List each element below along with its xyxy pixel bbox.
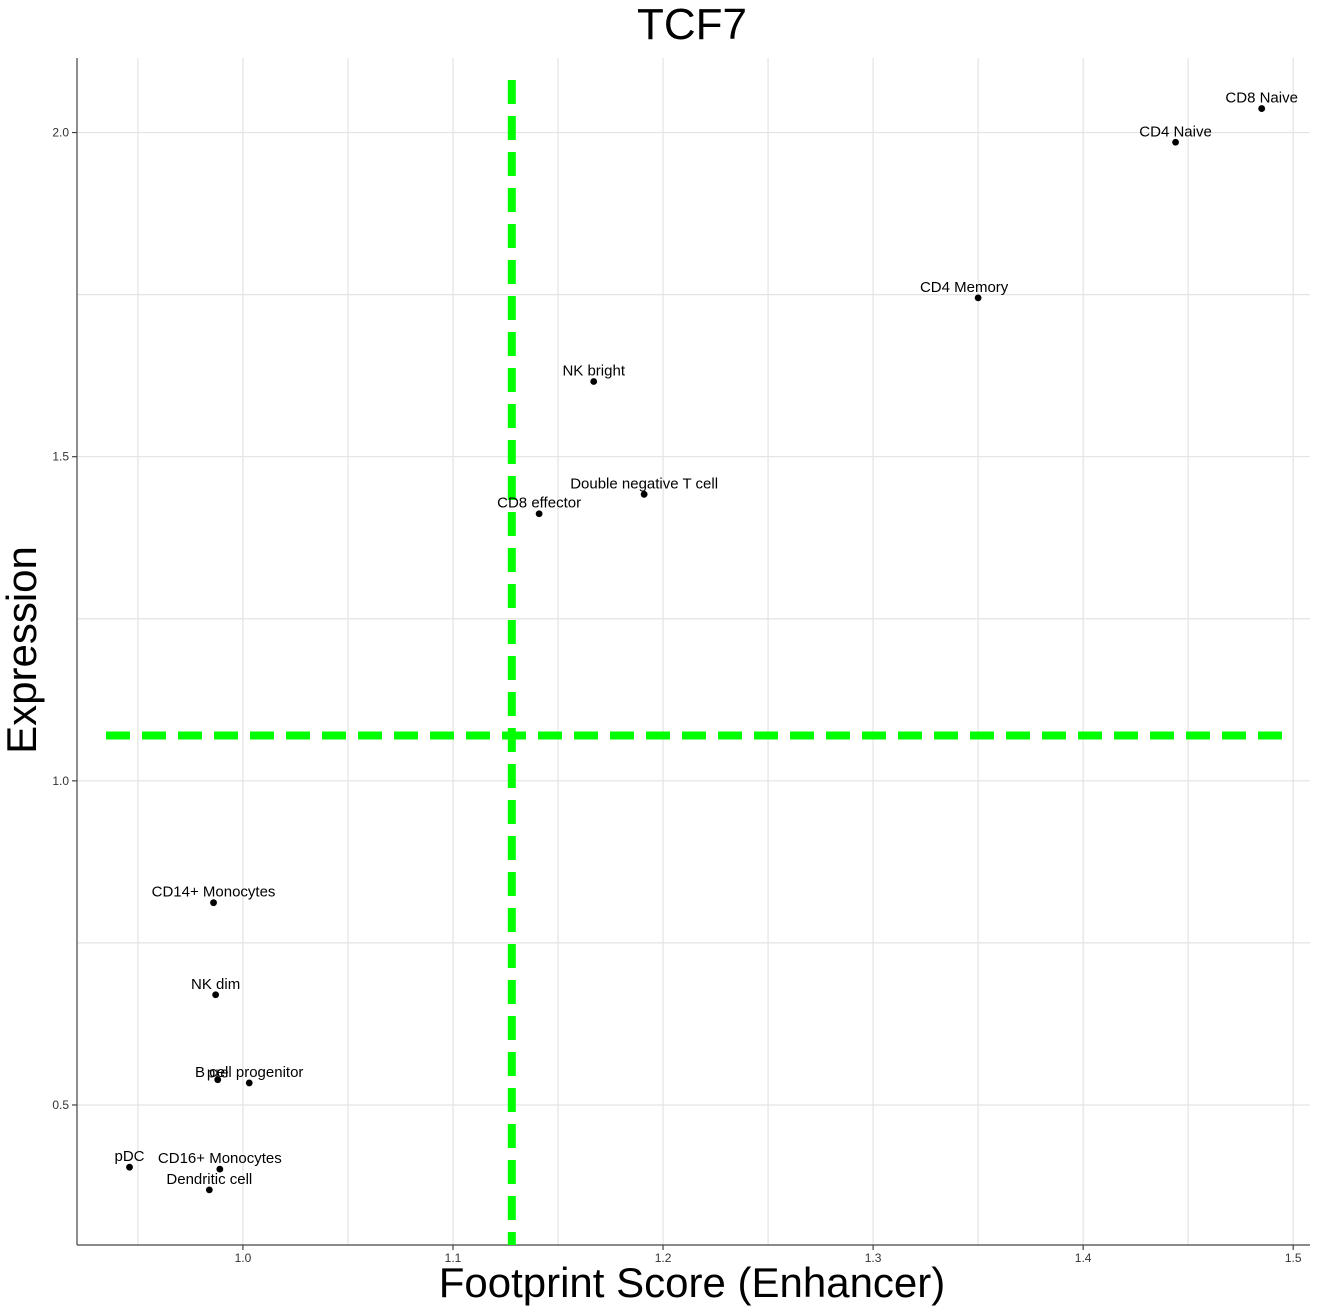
data-point	[126, 1163, 133, 1171]
data-label: CD8 Naive	[1225, 90, 1298, 107]
data-label: CD4 Memory	[920, 279, 1009, 296]
data-point	[535, 510, 543, 518]
chart-title: TCF7	[637, 0, 747, 49]
data-label: CD16+ Monocytes	[158, 1150, 282, 1167]
x-tick-label: 1.2	[655, 1251, 672, 1265]
data-label: Dendritic cell	[166, 1171, 252, 1188]
data-point	[974, 294, 982, 302]
data-label: CD4 Naive	[1139, 123, 1212, 140]
x-tick-label: 1.0	[235, 1251, 252, 1265]
grid-lines	[77, 58, 1310, 1245]
y-tick-label: 2.0	[52, 126, 69, 140]
axes	[72, 58, 1310, 1250]
data-point	[1258, 105, 1266, 112]
data-point	[1172, 138, 1179, 146]
x-axis-title: Footprint Score (Enhancer)	[438, 1259, 946, 1306]
data-point	[216, 1165, 224, 1173]
y-tick-label: 1.0	[52, 774, 69, 788]
data-label: Double negative T cell	[570, 475, 718, 492]
data-label: B cell progenitor	[195, 1064, 303, 1081]
data-points	[126, 105, 1266, 1194]
data-label: NK bright	[562, 362, 625, 379]
y-tick-label: 0.5	[52, 1098, 69, 1112]
data-point	[205, 1186, 213, 1194]
data-point	[245, 1079, 253, 1087]
x-tick-label: 1.1	[445, 1251, 462, 1265]
tick-labels: 1.0 1.1 1.2 1.3 1.4 1.5 0.5 1.0 1.5 2.0	[52, 126, 1302, 1265]
reference-lines	[106, 80, 1292, 1245]
data-point	[590, 378, 598, 385]
data-point	[210, 899, 217, 907]
data-label: CD14+ Monocytes	[152, 884, 276, 901]
y-axis-title: Expression	[0, 546, 45, 754]
data-point	[212, 991, 220, 999]
data-label: pre	[207, 1065, 229, 1082]
data-label: CD8 effector	[497, 495, 581, 512]
data-point	[214, 1076, 222, 1084]
x-tick-label: 1.4	[1075, 1251, 1092, 1265]
data-label: pDC	[115, 1148, 145, 1165]
data-labels: CD8 Naive CD4 Naive CD4 Memory NK bright Dou…	[115, 90, 1298, 1188]
x-tick-label: 1.5	[1285, 1251, 1302, 1265]
data-point	[640, 490, 648, 498]
x-tick-label: 1.3	[865, 1251, 882, 1265]
y-tick-label: 1.5	[52, 450, 69, 464]
data-label: NK dim	[191, 976, 240, 993]
